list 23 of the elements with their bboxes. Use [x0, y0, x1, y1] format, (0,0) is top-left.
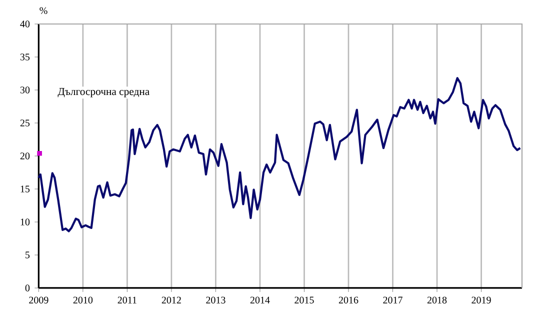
x-tick-label: 2012	[162, 296, 181, 304]
x-tick-label: 2016	[338, 296, 358, 304]
y-tick-label: 20	[20, 152, 30, 160]
x-tick-label: 2015	[294, 296, 314, 304]
y-tick-label: 5	[26, 252, 30, 258]
y-tick-label: 15	[20, 186, 30, 192]
line-series	[38, 77, 522, 232]
x-tick-label: 2010	[73, 296, 93, 304]
x-tick-label: 2019	[472, 296, 491, 304]
y-tick-label: 0	[25, 284, 30, 292]
y-tick-label: 10	[20, 218, 30, 226]
x-tick-label: 2009	[29, 296, 48, 304]
annotation: Дългосрочна средна	[58, 88, 150, 98]
y-tick-label: 35	[20, 54, 30, 60]
x-tick-label: 2018	[427, 296, 447, 304]
x-tick-label: 2013	[206, 296, 226, 304]
x-tick-label: 2011	[118, 296, 136, 304]
y-tick-label: 30	[20, 86, 30, 94]
y-axis-title: %	[40, 7, 48, 14]
y-tick-label: 40	[20, 20, 30, 28]
x-tick-label: 2014	[250, 296, 270, 304]
x-tick-label: 2017	[383, 296, 402, 304]
y-tick-label: 25	[20, 120, 30, 126]
